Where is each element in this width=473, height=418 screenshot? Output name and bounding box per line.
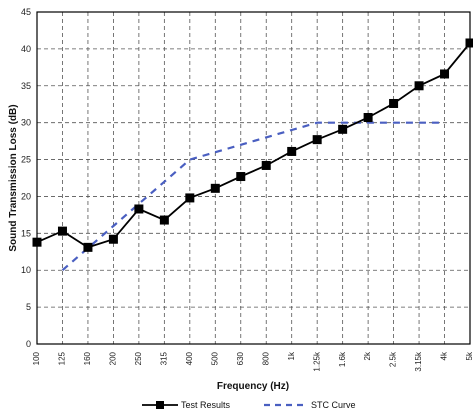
x-tick-label: 2k [363,351,372,360]
point-test-results [83,242,93,252]
point-test-results [414,81,424,91]
legend-label-test-results: Test Results [181,400,231,410]
y-tick-label: 5 [26,302,31,312]
point-test-results [57,226,67,236]
x-tick-label: 200 [109,351,118,365]
point-test-results [312,135,322,145]
x-tick-label: 125 [58,351,67,365]
legend-marker-test-results [156,401,164,409]
y-tick-label: 25 [21,155,31,165]
y-tick-label: 45 [21,7,31,17]
x-tick-label: 500 [210,351,219,365]
plot-area-border [36,11,471,345]
x-tick-label: 2.5k [389,351,398,367]
x-tick-label: 250 [134,351,143,365]
y-tick-label: 20 [21,191,31,201]
x-tick-label: 3.15k [414,351,423,372]
x-tick-label: 1k [287,351,296,360]
y-tick-label: 30 [21,118,31,128]
point-test-results [338,124,348,134]
y-tick-label: 35 [21,81,31,91]
y-tick-label: 15 [21,228,31,238]
point-test-results [389,98,399,108]
y-axis-label: Sound Transmission Loss (dB) [8,104,19,251]
point-test-results [261,160,271,170]
y-tick-label: 0 [26,339,31,349]
x-tick-label: 4k [440,351,449,360]
point-test-results [440,69,450,79]
legend: Test Results STC Curve [142,400,356,410]
legend-label-stc-curve: STC Curve [311,400,356,410]
series-line-test-results [36,42,471,249]
x-tick-label: 800 [261,351,270,365]
x-tick-label: 315 [159,351,168,365]
point-test-results [159,215,169,225]
point-test-results [108,234,118,244]
y-tick-labels: 0 5 10 15 20 25 30 35 40 45 [21,7,31,349]
x-tick-label: 100 [32,351,41,365]
point-test-results [210,183,220,193]
grid [37,12,470,344]
point-test-results [465,38,473,48]
series-line-stc-curve [61,121,445,272]
x-tick-labels: 100 125 160 200 250 315 400 500 630 800 1k 1.25k 1.6… [32,351,473,372]
series-layer [32,38,473,272]
x-tick-label: 5k [465,351,473,360]
x-tick-label: 1.6k [338,351,347,367]
x-tick-label: 630 [236,351,245,365]
x-axis-label: Frequency (Hz) [217,381,289,392]
point-test-results [185,193,195,203]
point-test-results [236,172,246,182]
y-tick-label: 40 [21,44,31,54]
point-test-results [287,146,297,156]
point-test-results [134,204,144,214]
x-tick-label: 160 [83,351,92,365]
x-tick-label: 1.25k [312,351,321,372]
point-test-results [363,113,373,123]
x-tick-label: 400 [185,351,194,365]
y-tick-label: 10 [21,265,31,275]
